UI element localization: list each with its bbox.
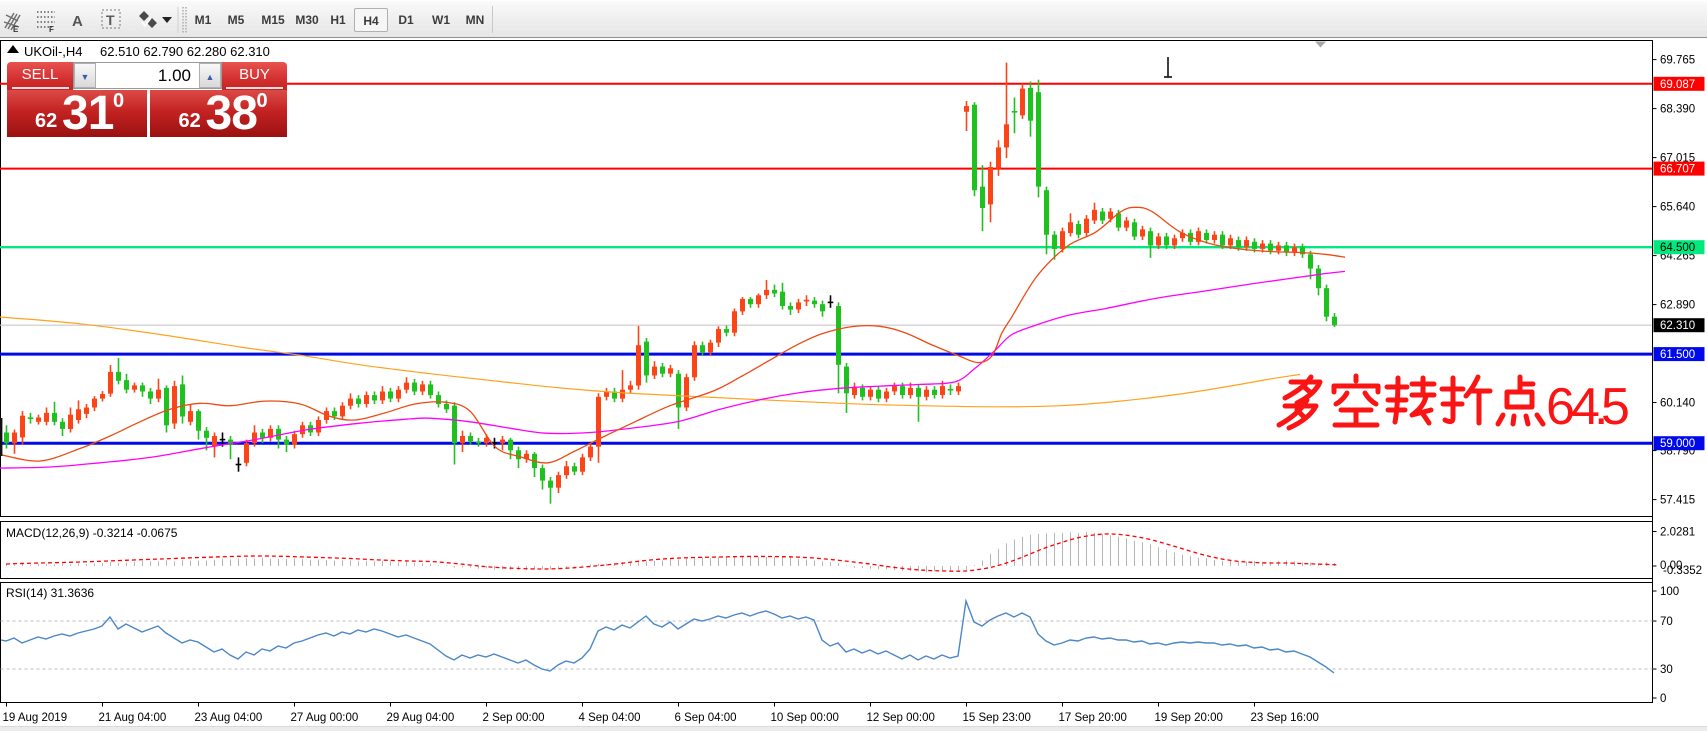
- svg-text:UKOil-,H4: UKOil-,H4: [24, 44, 83, 59]
- svg-text:70: 70: [1660, 616, 1673, 628]
- svg-text:62.510 62.790 62.280 62.310: 62.510 62.790 62.280 62.310: [100, 44, 270, 59]
- svg-text:23 Sep 16:00: 23 Sep 16:00: [1251, 712, 1319, 724]
- svg-text:61.500: 61.500: [1660, 349, 1695, 361]
- svg-text:17 Sep 20:00: 17 Sep 20:00: [1059, 712, 1127, 724]
- svg-text:-0.3352: -0.3352: [1663, 565, 1702, 577]
- svg-text:2.0281: 2.0281: [1660, 527, 1695, 539]
- svg-text:19 Sep 20:00: 19 Sep 20:00: [1155, 712, 1223, 724]
- svg-text:23 Aug 04:00: 23 Aug 04:00: [195, 712, 263, 724]
- svg-text:21 Aug 04:00: 21 Aug 04:00: [99, 712, 167, 724]
- svg-text:RSI(14) 31.3636: RSI(14) 31.3636: [6, 586, 94, 600]
- svg-text:.: .: [1594, 378, 1608, 436]
- svg-text:65.640: 65.640: [1660, 202, 1695, 214]
- svg-text:2 Sep 00:00: 2 Sep 00:00: [483, 712, 545, 724]
- svg-text:68.390: 68.390: [1660, 104, 1695, 116]
- svg-text:30: 30: [1660, 664, 1673, 676]
- svg-text:6: 6: [1546, 378, 1575, 436]
- svg-text:15 Sep 23:00: 15 Sep 23:00: [963, 712, 1031, 724]
- svg-text:69.087: 69.087: [1660, 79, 1695, 91]
- svg-text:E: E: [13, 25, 19, 34]
- svg-text:57.415: 57.415: [1660, 495, 1695, 507]
- svg-text:62.890: 62.890: [1660, 300, 1695, 312]
- svg-text:4 Sep 04:00: 4 Sep 04:00: [579, 712, 641, 724]
- svg-text:10 Sep 00:00: 10 Sep 00:00: [771, 712, 839, 724]
- svg-text:60.140: 60.140: [1660, 398, 1695, 410]
- svg-text:6 Sep 04:00: 6 Sep 04:00: [675, 712, 737, 724]
- svg-text:MACD(12,26,9) -0.3214 -0.0675: MACD(12,26,9) -0.3214 -0.0675: [6, 526, 178, 540]
- svg-text:F: F: [49, 25, 54, 34]
- svg-text:64.500: 64.500: [1660, 242, 1695, 254]
- svg-text:59.000: 59.000: [1660, 438, 1695, 450]
- svg-text:19 Aug 2019: 19 Aug 2019: [3, 712, 68, 724]
- svg-text:66.707: 66.707: [1660, 164, 1695, 176]
- svg-text:T: T: [106, 12, 115, 28]
- svg-text:29 Aug 04:00: 29 Aug 04:00: [387, 712, 455, 724]
- svg-text:12 Sep 00:00: 12 Sep 00:00: [867, 712, 935, 724]
- svg-text:5: 5: [1601, 378, 1630, 436]
- svg-text:62.310: 62.310: [1660, 320, 1695, 332]
- svg-text:69.765: 69.765: [1660, 55, 1695, 67]
- svg-text:A: A: [72, 13, 83, 30]
- svg-text:0.00: 0.00: [1660, 560, 1682, 572]
- svg-text:100: 100: [1660, 586, 1679, 598]
- svg-text:4: 4: [1571, 378, 1600, 436]
- svg-text:0: 0: [1660, 693, 1666, 705]
- svg-text:27 Aug 00:00: 27 Aug 00:00: [291, 712, 359, 724]
